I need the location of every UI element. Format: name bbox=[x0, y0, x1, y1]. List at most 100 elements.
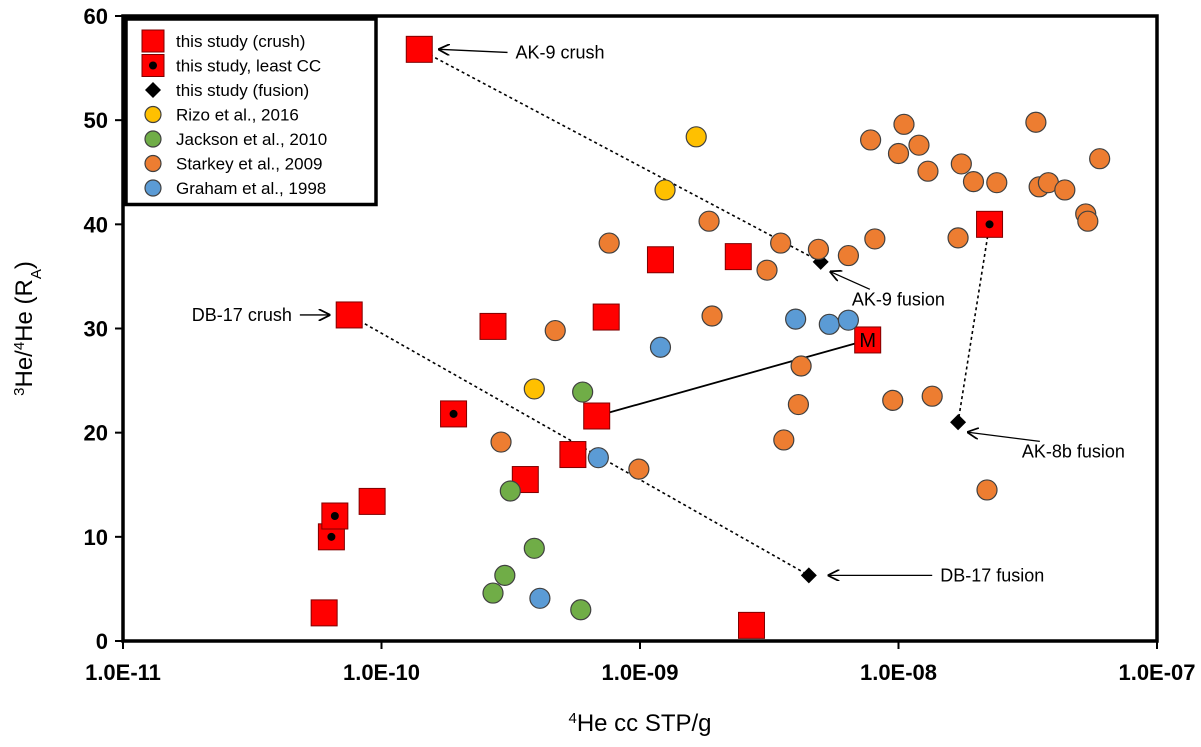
legend-label-2: this study (fusion) bbox=[176, 81, 309, 100]
annotation-text-1: AK-9 fusion bbox=[852, 289, 945, 309]
x-tick-label-3: 1.0E-08 bbox=[860, 660, 937, 685]
series-5-point-3 bbox=[628, 458, 650, 480]
series-2 bbox=[800, 253, 967, 584]
annotation-0: AK-9 crush bbox=[439, 42, 605, 62]
series-5-point-10 bbox=[790, 355, 812, 377]
connector-dotted-2 bbox=[957, 224, 991, 423]
legend-item-1: this study, least CC bbox=[141, 54, 321, 77]
series-5-point-8 bbox=[773, 429, 795, 451]
series-1 bbox=[317, 210, 1004, 551]
series-0-point-3 bbox=[405, 35, 433, 63]
series-0-point-6 bbox=[559, 441, 587, 469]
series-4-point-3 bbox=[523, 537, 545, 559]
series-0-point-5 bbox=[511, 466, 539, 494]
legend-marker-5 bbox=[144, 154, 162, 173]
legend-marker-6 bbox=[144, 179, 162, 197]
series-0-point-2 bbox=[358, 487, 386, 515]
series-5-point-5 bbox=[701, 305, 723, 327]
series-0-point-9 bbox=[646, 246, 674, 274]
y-tick-label-6: 60 bbox=[84, 4, 108, 29]
series-0-point-1 bbox=[335, 301, 363, 329]
y-tick-label-5: 50 bbox=[84, 108, 108, 133]
point-label-0: M bbox=[859, 330, 876, 352]
series-6-point-2 bbox=[649, 336, 672, 358]
series-5-point-15 bbox=[882, 389, 904, 411]
series-5-point-24 bbox=[976, 479, 998, 501]
series-5-point-20 bbox=[921, 385, 943, 407]
series-5-point-31 bbox=[1077, 210, 1099, 232]
series-1-point-3-dot bbox=[985, 220, 994, 229]
series-5-point-0 bbox=[490, 431, 512, 453]
series-1-point-1-dot bbox=[330, 512, 339, 520]
series-5-point-2 bbox=[598, 232, 620, 254]
annotation-text-2: DB-17 crush bbox=[192, 305, 292, 325]
x-tick-label-1: 1.0E-10 bbox=[343, 660, 420, 685]
series-0-point-12 bbox=[854, 326, 882, 354]
legend-marker-dot-1 bbox=[149, 61, 157, 70]
legend-item-5: Starkey et al., 2009 bbox=[144, 154, 322, 174]
annotation-text-0: AK-9 crush bbox=[516, 42, 605, 62]
legend-label-3: Rizo et al., 2016 bbox=[176, 106, 299, 125]
series-0-point-10 bbox=[724, 243, 752, 271]
series-0-point-11 bbox=[738, 611, 766, 639]
series-6-point-1 bbox=[587, 447, 609, 469]
x-tick-label-4: 1.0E-07 bbox=[1118, 660, 1195, 685]
y-tick-label-4: 40 bbox=[84, 212, 108, 237]
series-5-point-14 bbox=[864, 228, 886, 250]
x-axis-title: 4He cc STP/g bbox=[568, 710, 711, 738]
series-2-point-2 bbox=[950, 414, 967, 431]
y-title-end: ) bbox=[11, 261, 38, 269]
legend-label-4: Jackson et al., 2010 bbox=[176, 130, 327, 149]
legend-marker-3 bbox=[144, 105, 162, 124]
annotation-2: DB-17 crush bbox=[192, 305, 329, 325]
annotation-arrow-0 bbox=[439, 49, 508, 52]
series-4-point-2 bbox=[499, 480, 521, 502]
legend-item-6: Graham et al., 1998 bbox=[144, 179, 326, 198]
legend-label-0: this study (crush) bbox=[176, 32, 305, 51]
legend-item-2: this study (fusion) bbox=[145, 81, 309, 100]
series-5-point-6 bbox=[756, 259, 778, 281]
series-4-point-0 bbox=[482, 582, 504, 604]
legend-marker-0 bbox=[141, 29, 165, 53]
y-title-sup2: 4 bbox=[11, 342, 28, 350]
annotation-1: AK-9 fusion bbox=[831, 272, 945, 309]
legend-label-5: Starkey et al., 2009 bbox=[176, 155, 322, 174]
series-5-point-23 bbox=[962, 171, 985, 193]
series-6-point-5 bbox=[837, 309, 859, 331]
series-6-point-4 bbox=[818, 313, 840, 335]
series-4-point-4 bbox=[570, 599, 592, 621]
annotation-text-3: AK-8b fusion bbox=[1022, 441, 1125, 461]
series-5-point-4 bbox=[698, 210, 720, 232]
x-title-text: He cc STP/g bbox=[577, 710, 712, 737]
x-tick-label-2: 1.0E-09 bbox=[601, 660, 678, 685]
series-5-point-29 bbox=[1054, 179, 1076, 201]
series-0 bbox=[310, 35, 882, 639]
y-title-sup1: 3 bbox=[11, 388, 28, 396]
series-5-point-26 bbox=[1025, 111, 1047, 133]
series-4 bbox=[482, 381, 594, 621]
y-tick-label-2: 20 bbox=[84, 421, 108, 446]
annotations: AK-9 crush AK-9 fusion DB-17 crush AK-8b fu… bbox=[192, 42, 1125, 585]
series-5-point-9 bbox=[787, 393, 810, 416]
connector-lines bbox=[348, 48, 991, 577]
data-points: M bbox=[310, 35, 1111, 639]
series-1-point-2-dot bbox=[449, 409, 458, 418]
series-5-point-11 bbox=[807, 238, 830, 260]
series-5-point-22 bbox=[950, 153, 972, 175]
connector-dotted-0 bbox=[418, 48, 822, 263]
series-5-point-32 bbox=[1089, 148, 1111, 170]
series-0-point-7 bbox=[583, 402, 611, 430]
series-5-point-21 bbox=[947, 227, 969, 249]
series-0-point-8 bbox=[592, 303, 620, 331]
series-4-point-1 bbox=[494, 564, 516, 586]
legend-item-0: this study (crush) bbox=[141, 29, 305, 53]
series-5-point-13 bbox=[860, 129, 882, 151]
series-2-point-1 bbox=[800, 567, 817, 584]
series-4-point-5 bbox=[572, 381, 594, 403]
series-5-point-17 bbox=[893, 113, 915, 135]
series-3-point-2 bbox=[685, 126, 707, 148]
legend-item-4: Jackson et al., 2010 bbox=[144, 130, 327, 149]
series-6-point-3 bbox=[785, 308, 807, 330]
y-title-sub: A bbox=[28, 269, 45, 279]
